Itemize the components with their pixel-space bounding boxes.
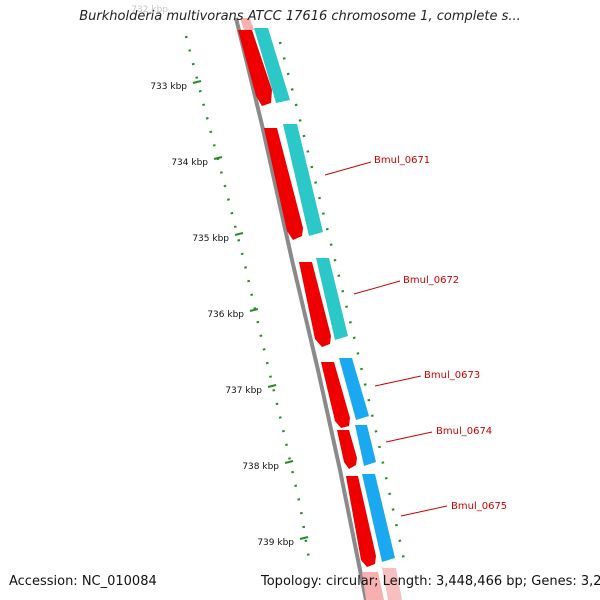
gene-arrow xyxy=(238,30,272,106)
ruler-tick-mark xyxy=(213,156,223,160)
ruler-tick-mark xyxy=(249,308,259,312)
cds-bar xyxy=(362,474,395,562)
gene-arrow xyxy=(264,128,303,240)
ruler-tick-label: 734 kbp xyxy=(171,158,208,168)
ruler-tick-label: 735 kbp xyxy=(192,234,229,244)
gene-label[interactable]: Bmul_0672 xyxy=(403,275,459,286)
topology-summary: Topology: circular; Length: 3,448,466 bp… xyxy=(261,574,600,589)
ruler-tick-label: 736 kbp xyxy=(207,310,244,320)
gene-arrow-faded-top xyxy=(240,18,254,30)
gene-callout-line xyxy=(324,161,372,176)
ruler-tick-mark xyxy=(284,460,294,464)
ruler-tick-label: 737 kbp xyxy=(225,386,262,396)
cds-bar xyxy=(355,425,376,466)
cds-bar xyxy=(339,358,369,420)
gene-arrow xyxy=(321,362,350,428)
gene-arrows xyxy=(238,30,376,567)
gene-labels: Bmul_0671 Bmul_0672 Bmul_0673 Bmul_0674 Bmul… xyxy=(324,155,507,517)
ruler-tick-mark xyxy=(267,384,277,388)
gene-callout-line xyxy=(400,505,448,517)
cds-features xyxy=(254,28,395,562)
gene-callout-line xyxy=(374,375,422,387)
ruler-tick-mark xyxy=(234,232,244,236)
gene-callout-line xyxy=(353,280,401,295)
ruler-tick-label: 739 kbp xyxy=(257,538,294,548)
cds-bar xyxy=(283,124,323,236)
gene-callout-line xyxy=(385,431,433,443)
cds-faded-bottom xyxy=(382,568,402,600)
ruler-ticks: 733 kbp 734 kbp 735 kbp 736 kbp 737 kbp 738 k… xyxy=(131,5,309,548)
ruler-tick-label: 733 kbp xyxy=(150,82,187,92)
gene-arrow-faded-bottom xyxy=(362,572,384,600)
ruler-tick-mark xyxy=(299,536,309,540)
cds-bar xyxy=(316,258,348,340)
gene-label[interactable]: Bmul_0673 xyxy=(424,370,480,381)
accession-text: Accession: NC_010084 xyxy=(9,574,157,589)
gene-arrow xyxy=(346,476,376,567)
gene-label[interactable]: Bmul_0671 xyxy=(374,155,430,166)
page-title: Burkholderia multivorans ATCC 17616 chro… xyxy=(79,9,521,24)
gene-label[interactable]: Bmul_0675 xyxy=(451,501,507,512)
ruler-track xyxy=(184,35,312,566)
gene-arrow xyxy=(299,262,331,347)
ruler-tick-label: 738 kbp xyxy=(242,462,279,472)
gene-arrow xyxy=(337,430,357,469)
gene-label[interactable]: Bmul_0674 xyxy=(436,426,492,437)
ruler-tick-mark xyxy=(192,80,202,84)
ruler-tick-label: 732 kbp xyxy=(131,5,168,15)
cds-bar xyxy=(254,28,290,103)
chromosome-backbone xyxy=(234,17,368,600)
